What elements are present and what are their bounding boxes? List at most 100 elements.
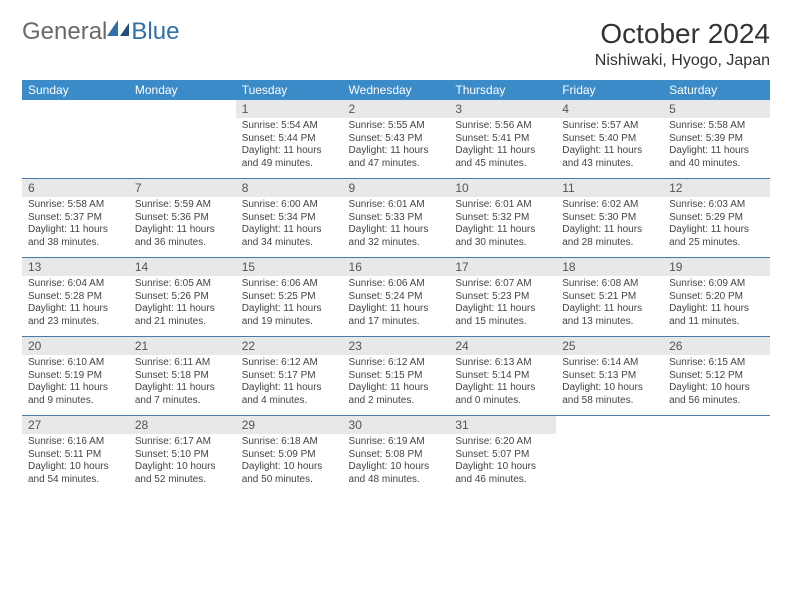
day-body: Sunrise: 5:58 AMSunset: 5:39 PMDaylight:… xyxy=(663,118,770,178)
sunset-text: Sunset: 5:26 PM xyxy=(135,291,230,304)
calendar-day-cell: 4Sunrise: 5:57 AMSunset: 5:40 PMDaylight… xyxy=(556,100,663,179)
day-number: 24 xyxy=(449,337,556,355)
brand-part2: Blue xyxy=(131,18,179,46)
brand-part1: General xyxy=(22,18,107,46)
day-body: Sunrise: 6:02 AMSunset: 5:30 PMDaylight:… xyxy=(556,197,663,257)
calendar-day-cell: 24Sunrise: 6:13 AMSunset: 5:14 PMDayligh… xyxy=(449,337,556,416)
day-body: Sunrise: 6:20 AMSunset: 5:07 PMDaylight:… xyxy=(449,434,556,494)
day-body: Sunrise: 6:06 AMSunset: 5:24 PMDaylight:… xyxy=(343,276,450,336)
sunrise-text: Sunrise: 6:13 AM xyxy=(455,357,550,370)
day-body: Sunrise: 6:01 AMSunset: 5:32 PMDaylight:… xyxy=(449,197,556,257)
calendar-day-cell: 27Sunrise: 6:16 AMSunset: 5:11 PMDayligh… xyxy=(22,416,129,495)
title-block: October 2024 Nishiwaki, Hyogo, Japan xyxy=(595,18,770,70)
sunrise-text: Sunrise: 6:17 AM xyxy=(135,436,230,449)
sunset-text: Sunset: 5:19 PM xyxy=(28,370,123,383)
sunset-text: Sunset: 5:09 PM xyxy=(242,449,337,462)
sunset-text: Sunset: 5:15 PM xyxy=(349,370,444,383)
day-body: Sunrise: 6:18 AMSunset: 5:09 PMDaylight:… xyxy=(236,434,343,494)
daylight-text: Daylight: 11 hours and 28 minutes. xyxy=(562,224,657,249)
sunrise-text: Sunrise: 5:58 AM xyxy=(28,199,123,212)
calendar-day-cell: 1Sunrise: 5:54 AMSunset: 5:44 PMDaylight… xyxy=(236,100,343,179)
weekday-header: Sunday xyxy=(22,80,129,100)
day-number: 15 xyxy=(236,258,343,276)
day-number: 5 xyxy=(663,100,770,118)
sunrise-text: Sunrise: 6:00 AM xyxy=(242,199,337,212)
day-number: 1 xyxy=(236,100,343,118)
daylight-text: Daylight: 11 hours and 43 minutes. xyxy=(562,145,657,170)
sunset-text: Sunset: 5:11 PM xyxy=(28,449,123,462)
sunrise-text: Sunrise: 6:19 AM xyxy=(349,436,444,449)
daylight-text: Daylight: 11 hours and 40 minutes. xyxy=(669,145,764,170)
sunset-text: Sunset: 5:39 PM xyxy=(669,133,764,146)
daylight-text: Daylight: 11 hours and 11 minutes. xyxy=(669,303,764,328)
calendar-day-cell: 26Sunrise: 6:15 AMSunset: 5:12 PMDayligh… xyxy=(663,337,770,416)
sunrise-text: Sunrise: 6:15 AM xyxy=(669,357,764,370)
sunrise-text: Sunrise: 5:54 AM xyxy=(242,120,337,133)
day-body: Sunrise: 6:00 AMSunset: 5:34 PMDaylight:… xyxy=(236,197,343,257)
sunset-text: Sunset: 5:41 PM xyxy=(455,133,550,146)
daylight-text: Daylight: 11 hours and 23 minutes. xyxy=(28,303,123,328)
calendar-day-cell: 10Sunrise: 6:01 AMSunset: 5:32 PMDayligh… xyxy=(449,179,556,258)
day-body: Sunrise: 6:15 AMSunset: 5:12 PMDaylight:… xyxy=(663,355,770,415)
sunrise-text: Sunrise: 5:58 AM xyxy=(669,120,764,133)
daylight-text: Daylight: 11 hours and 2 minutes. xyxy=(349,382,444,407)
location: Nishiwaki, Hyogo, Japan xyxy=(595,52,770,70)
sunrise-text: Sunrise: 6:05 AM xyxy=(135,278,230,291)
sunset-text: Sunset: 5:14 PM xyxy=(455,370,550,383)
day-body: Sunrise: 6:12 AMSunset: 5:15 PMDaylight:… xyxy=(343,355,450,415)
day-body: Sunrise: 6:16 AMSunset: 5:11 PMDaylight:… xyxy=(22,434,129,494)
daylight-text: Daylight: 11 hours and 7 minutes. xyxy=(135,382,230,407)
sunset-text: Sunset: 5:18 PM xyxy=(135,370,230,383)
sunset-text: Sunset: 5:20 PM xyxy=(669,291,764,304)
day-body: Sunrise: 6:05 AMSunset: 5:26 PMDaylight:… xyxy=(129,276,236,336)
day-body: Sunrise: 5:59 AMSunset: 5:36 PMDaylight:… xyxy=(129,197,236,257)
day-number: 16 xyxy=(343,258,450,276)
sunrise-text: Sunrise: 6:12 AM xyxy=(349,357,444,370)
header: General Blue October 2024 Nishiwaki, Hyo… xyxy=(22,18,770,70)
daylight-text: Daylight: 10 hours and 52 minutes. xyxy=(135,461,230,486)
weekday-header: Monday xyxy=(129,80,236,100)
month-title: October 2024 xyxy=(595,18,770,50)
daylight-text: Daylight: 11 hours and 19 minutes. xyxy=(242,303,337,328)
sunset-text: Sunset: 5:36 PM xyxy=(135,212,230,225)
daylight-text: Daylight: 11 hours and 4 minutes. xyxy=(242,382,337,407)
sunset-text: Sunset: 5:33 PM xyxy=(349,212,444,225)
sunset-text: Sunset: 5:28 PM xyxy=(28,291,123,304)
sunrise-text: Sunrise: 6:14 AM xyxy=(562,357,657,370)
daylight-text: Daylight: 11 hours and 49 minutes. xyxy=(242,145,337,170)
day-number: 12 xyxy=(663,179,770,197)
sunrise-text: Sunrise: 6:08 AM xyxy=(562,278,657,291)
day-number: 13 xyxy=(22,258,129,276)
daylight-text: Daylight: 11 hours and 15 minutes. xyxy=(455,303,550,328)
day-number: 30 xyxy=(343,416,450,434)
day-number: 14 xyxy=(129,258,236,276)
day-body: Sunrise: 6:01 AMSunset: 5:33 PMDaylight:… xyxy=(343,197,450,257)
sunset-text: Sunset: 5:37 PM xyxy=(28,212,123,225)
sail-icon xyxy=(107,20,129,36)
sunrise-text: Sunrise: 6:12 AM xyxy=(242,357,337,370)
daylight-text: Daylight: 10 hours and 58 minutes. xyxy=(562,382,657,407)
calendar-day-cell: 2Sunrise: 5:55 AMSunset: 5:43 PMDaylight… xyxy=(343,100,450,179)
weekday-header: Saturday xyxy=(663,80,770,100)
day-body: Sunrise: 6:06 AMSunset: 5:25 PMDaylight:… xyxy=(236,276,343,336)
day-body: Sunrise: 6:14 AMSunset: 5:13 PMDaylight:… xyxy=(556,355,663,415)
daylight-text: Daylight: 10 hours and 48 minutes. xyxy=(349,461,444,486)
sunset-text: Sunset: 5:08 PM xyxy=(349,449,444,462)
sunrise-text: Sunrise: 6:09 AM xyxy=(669,278,764,291)
calendar-day-cell: 18Sunrise: 6:08 AMSunset: 5:21 PMDayligh… xyxy=(556,258,663,337)
calendar-day-cell: 6Sunrise: 5:58 AMSunset: 5:37 PMDaylight… xyxy=(22,179,129,258)
day-number: 17 xyxy=(449,258,556,276)
sunset-text: Sunset: 5:10 PM xyxy=(135,449,230,462)
daylight-text: Daylight: 11 hours and 45 minutes. xyxy=(455,145,550,170)
day-number: 27 xyxy=(22,416,129,434)
sunset-text: Sunset: 5:13 PM xyxy=(562,370,657,383)
calendar-day-cell: 31Sunrise: 6:20 AMSunset: 5:07 PMDayligh… xyxy=(449,416,556,495)
daylight-text: Daylight: 11 hours and 21 minutes. xyxy=(135,303,230,328)
day-body: Sunrise: 5:54 AMSunset: 5:44 PMDaylight:… xyxy=(236,118,343,178)
sunrise-text: Sunrise: 6:06 AM xyxy=(349,278,444,291)
daylight-text: Daylight: 10 hours and 50 minutes. xyxy=(242,461,337,486)
calendar-week-row: 6Sunrise: 5:58 AMSunset: 5:37 PMDaylight… xyxy=(22,179,770,258)
calendar-day-cell xyxy=(22,100,129,179)
daylight-text: Daylight: 11 hours and 36 minutes. xyxy=(135,224,230,249)
calendar-day-cell: 22Sunrise: 6:12 AMSunset: 5:17 PMDayligh… xyxy=(236,337,343,416)
